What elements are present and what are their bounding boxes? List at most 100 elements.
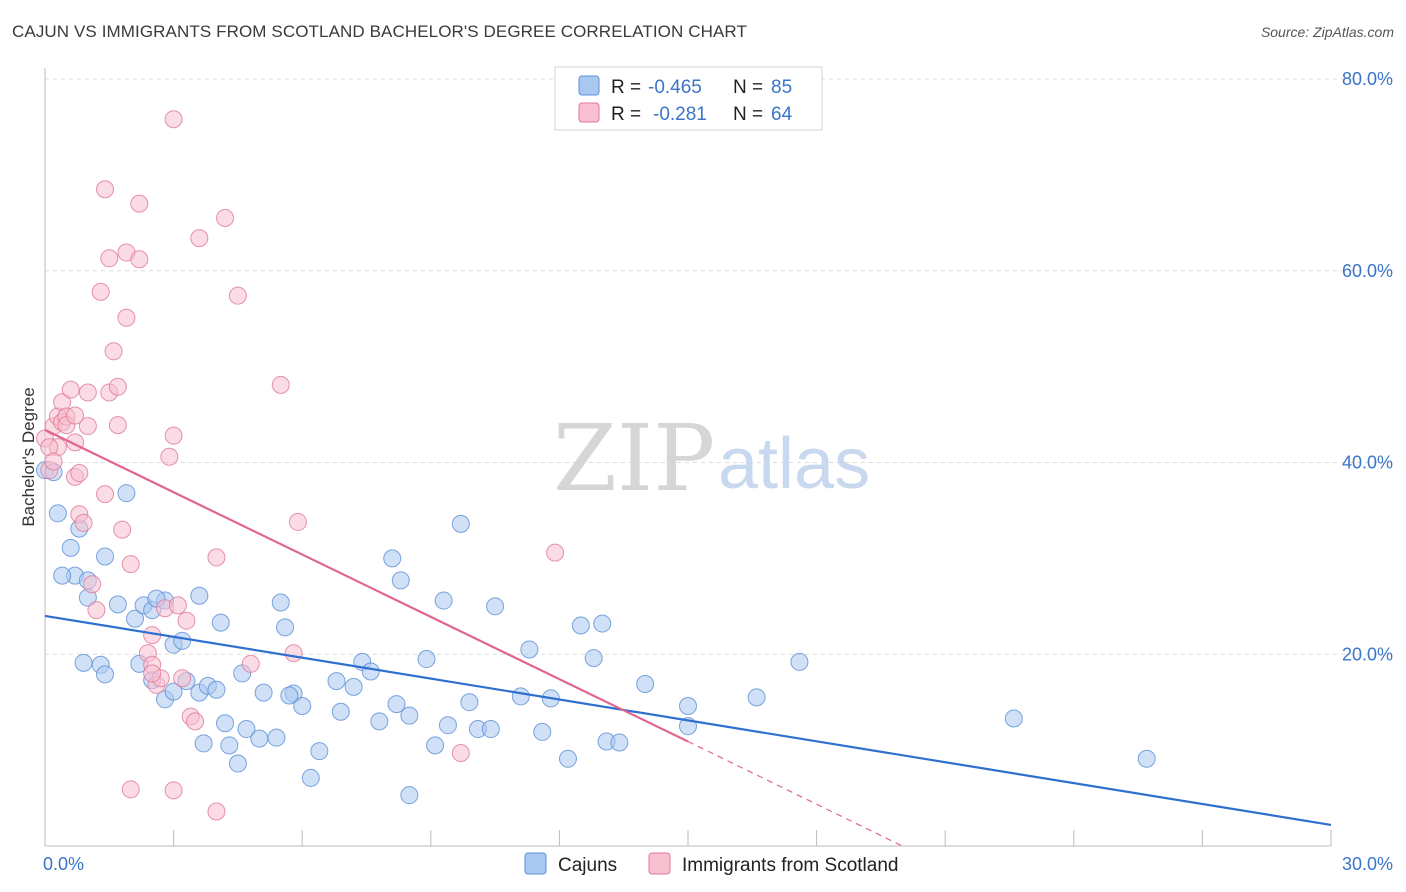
immigrants-point-38 [164, 426, 183, 445]
cajuns-point-22 [164, 682, 183, 701]
immigrants-point-45 [190, 229, 209, 248]
gridlines [45, 78, 1392, 655]
cajuns-point-35 [254, 683, 273, 702]
cajuns-point-31 [228, 754, 247, 773]
immigrants-point-42 [177, 611, 196, 630]
watermark-zip: ZIP [553, 405, 715, 512]
cajuns-point-27 [211, 613, 230, 632]
cajuns-point-33 [237, 720, 256, 739]
cajuns-point-60 [460, 693, 479, 712]
immigrants-point-14 [78, 417, 97, 436]
cajuns-point-74 [636, 674, 655, 693]
cajuns-point-40 [280, 686, 299, 705]
immigrants-point-22 [104, 342, 123, 361]
immigrants-point-19 [96, 180, 115, 199]
cajuns-point-43 [310, 742, 329, 761]
immigrants-point-40 [168, 596, 187, 615]
immigrants-point-53 [288, 512, 307, 531]
watermark: ZIP atlas [553, 405, 870, 512]
immigrants-point-60 [100, 249, 119, 268]
cajuns-point-83 [74, 653, 93, 672]
cajuns-point-64 [511, 687, 530, 706]
immigrants-point-16 [83, 575, 102, 594]
cajuns-point-78 [790, 652, 809, 671]
immigrants-point-30 [130, 194, 149, 213]
cajuns-point-76 [679, 697, 697, 716]
legend-swatch-cajuns [578, 75, 600, 96]
source-label: Source: ZipAtlas.com [1260, 24, 1394, 40]
cajuns-point-17 [173, 631, 192, 650]
cajuns-point-51 [387, 695, 406, 714]
cajuns-point-2 [61, 538, 80, 557]
immigrants-point-15 [78, 383, 97, 402]
cajuns-point-28 [216, 714, 235, 733]
cajuns-point-62 [486, 597, 505, 616]
cajuns-point-80 [1137, 749, 1156, 768]
immigrants-point-57 [44, 452, 63, 471]
cajuns-point-1 [48, 504, 67, 523]
cajuns-point-71 [593, 614, 612, 633]
x-tick-labels: 0.0% 30.0% [43, 854, 1393, 874]
immigrants-point-63 [164, 781, 183, 800]
cajuns-point-65 [520, 640, 539, 659]
cajuns-point-37 [271, 593, 290, 612]
immigrants-point-24 [108, 416, 127, 435]
immigrants-point-25 [113, 520, 132, 539]
cajuns-point-82 [96, 665, 115, 684]
chart-title: CAJUN VS IMMIGRANTS FROM SCOTLAND BACHEL… [12, 22, 747, 41]
y-tick-label-0: 20.0% [1342, 644, 1393, 664]
cajuns-point-56 [426, 736, 445, 755]
y-tick-label-3: 80.0% [1342, 69, 1393, 89]
immigrants-point-51 [271, 375, 290, 394]
legend-r-value-1: -0.465 [648, 77, 702, 98]
immigrants-point-46 [207, 802, 226, 821]
cajuns-point-10 [108, 595, 127, 614]
cajuns-point-29 [194, 734, 213, 753]
cajuns-point-55 [417, 650, 436, 669]
cajuns-point-26 [207, 680, 226, 699]
immigrants-point-44 [186, 712, 205, 731]
legend-n-value-1: 85 [771, 77, 792, 98]
immigrants-point-59 [66, 406, 85, 425]
immigrants-point-13 [74, 513, 93, 532]
immigrants-point-11 [70, 464, 89, 483]
cajuns-point-45 [331, 702, 350, 721]
cajuns-point-38 [276, 618, 295, 637]
cajuns-point-63 [481, 720, 500, 739]
immigrants-point-49 [228, 286, 247, 305]
cajuns-trend-line [44, 614, 1332, 826]
cajuns-point-59 [451, 514, 470, 533]
bottom-legend-cajuns: Cajuns [558, 855, 617, 876]
immigrants-point-8 [61, 380, 80, 399]
cajuns-point-50 [383, 549, 402, 568]
immigrants-point-47 [207, 548, 226, 567]
legend-r-label-1: R = [611, 77, 641, 98]
y-axis-title: Bachelor's Degree [19, 387, 38, 526]
stats-legend: R = -0.465 N = 85 R = -0.281 N = 64 [554, 66, 823, 131]
cajuns-point-52 [391, 571, 410, 590]
cajuns-point-7 [96, 547, 115, 566]
y-tick-label-1: 40.0% [1342, 453, 1393, 473]
immigrants-point-29 [130, 250, 149, 269]
immigrants-point-28 [121, 555, 140, 574]
cajuns-point-8 [117, 484, 136, 503]
immigrants-point-17 [87, 601, 106, 620]
legend-n-label-2: N = [733, 104, 763, 125]
cajuns-point-42 [301, 768, 320, 787]
cajuns-point-30 [220, 736, 239, 755]
x-tick-label-0: 0.0% [43, 854, 84, 874]
legend-r-label-2: R = [611, 104, 641, 125]
cajuns-point-69 [571, 616, 590, 635]
immigrants-point-18 [91, 282, 110, 301]
cajuns-point-11 [126, 609, 145, 628]
cajuns-point-44 [327, 672, 346, 691]
immigrants-point-26 [117, 308, 136, 327]
cajuns-point-79 [1004, 709, 1023, 728]
x-tick-label-1: 30.0% [1342, 854, 1393, 874]
cajuns-point-41 [293, 697, 312, 716]
cajuns-point-34 [250, 729, 269, 748]
cajuns-point-54 [400, 786, 419, 805]
trend-lines [44, 428, 1332, 847]
immigrants-point-37 [160, 447, 179, 466]
